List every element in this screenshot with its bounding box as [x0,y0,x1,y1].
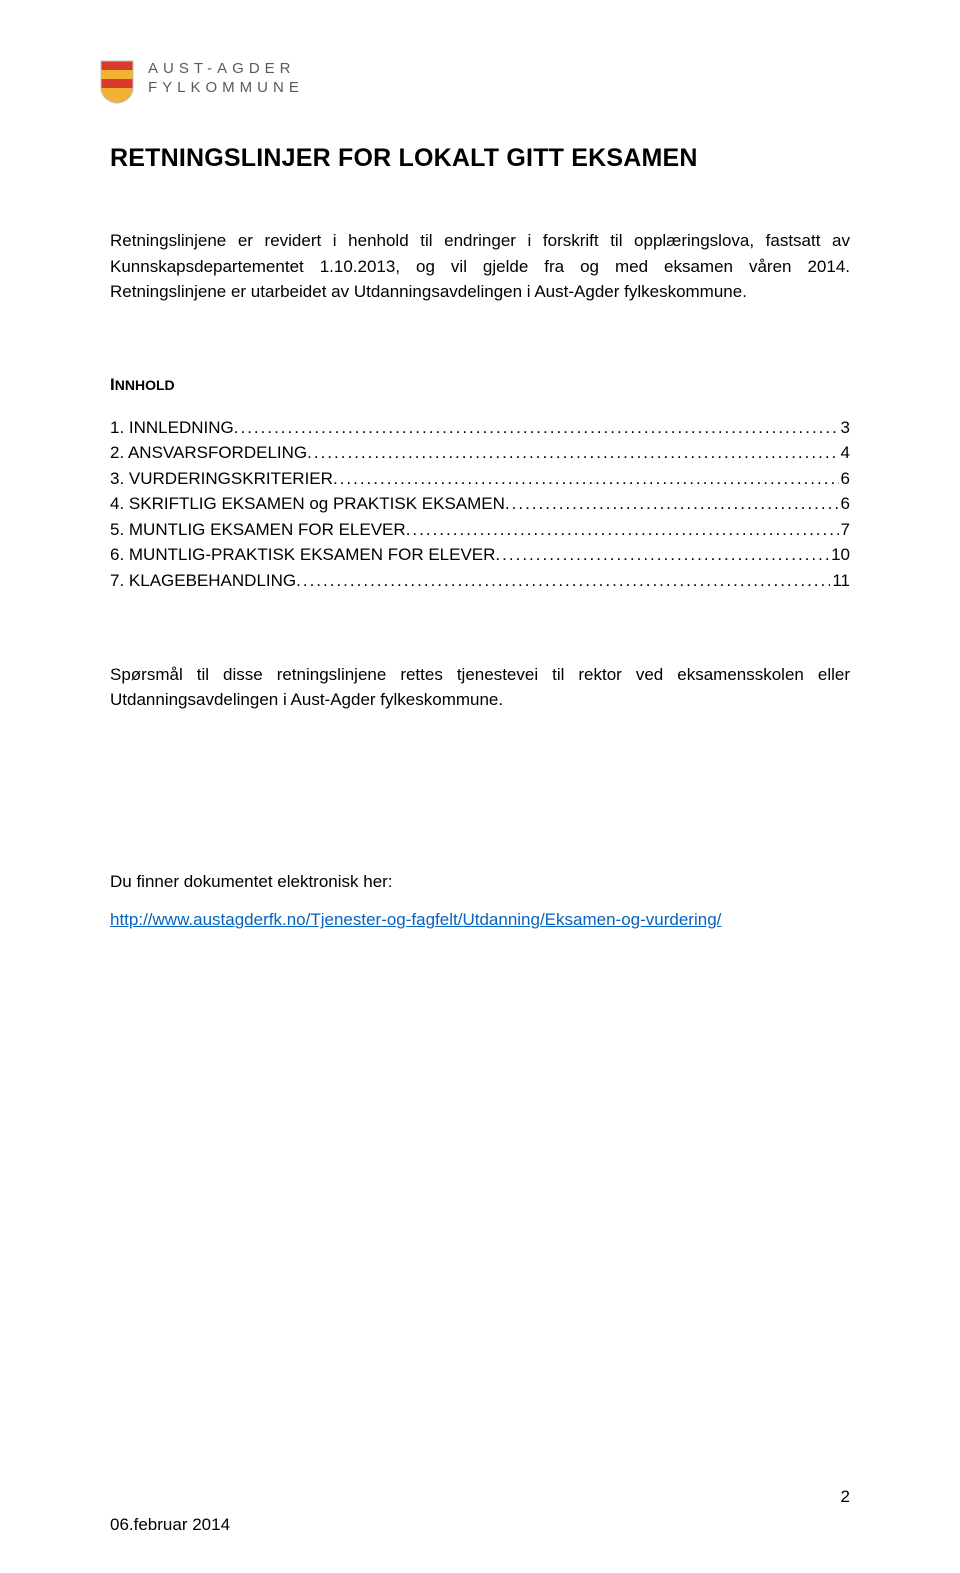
toc-label: 6. MUNTLIG-PRAKTISK EKSAMEN FOR ELEVER [110,542,495,568]
brand-header: AUST-AGDER FYLKOMMUNE [100,60,850,104]
toc-row: 7. KLAGEBEHANDLING 11 [110,568,850,594]
toc-leader [333,466,839,492]
brand-line-1: AUST-AGDER [148,60,304,77]
toc-label: 7. KLAGEBEHANDLING [110,568,296,594]
page-title: RETNINGSLINJER FOR LOKALT GITT EKSAMEN [110,144,850,173]
toc-leader [495,542,829,568]
toc-page: 10 [829,542,850,568]
document-page: AUST-AGDER FYLKOMMUNE RETNINGSLINJER FOR… [0,0,960,1573]
toc: 1. INNLEDNING 3 2. ANSVARSFORDELING 4 3.… [110,415,850,594]
shield-icon [100,60,134,104]
toc-row: 1. INNLEDNING 3 [110,415,850,441]
toc-leader [505,491,839,517]
toc-page: 7 [839,517,850,543]
download-label: Du finner dokumentet elektronisk her: [110,872,850,892]
toc-row: 2. ANSVARSFORDELING 4 [110,440,850,466]
toc-row: 6. MUNTLIG-PRAKTISK EKSAMEN FOR ELEVER 1… [110,542,850,568]
footer: 06.februar 2014 2 [110,1515,850,1535]
download-link[interactable]: http://www.austagderfk.no/Tjenester-og-f… [110,910,721,929]
toc-row: 5. MUNTLIG EKSAMEN FOR ELEVER 7 [110,517,850,543]
toc-label: 3. VURDERINGSKRITERIER [110,466,333,492]
toc-page: 4 [839,440,850,466]
footer-date: 06.februar 2014 [110,1515,230,1535]
contact-paragraph: Spørsmål til disse retningslinjene rette… [110,663,850,712]
toc-page: 11 [830,568,850,594]
toc-heading: INNHOLD [110,375,850,395]
toc-label: 2. ANSVARSFORDELING [110,440,307,466]
brand-text: AUST-AGDER FYLKOMMUNE [148,60,304,96]
intro-paragraph: Retningslinjene er revidert i henhold ti… [110,228,850,305]
toc-label: 4. SKRIFTLIG EKSAMEN og PRAKTISK EKSAMEN [110,491,505,517]
toc-label: 1. INNLEDNING [110,415,234,441]
toc-page: 3 [839,415,850,441]
toc-leader [307,440,838,466]
toc-page: 6 [839,466,850,492]
toc-row: 4. SKRIFTLIG EKSAMEN og PRAKTISK EKSAMEN… [110,491,850,517]
toc-row: 3. VURDERINGSKRITERIER 6 [110,466,850,492]
toc-page: 6 [839,491,850,517]
toc-leader [406,517,839,543]
toc-leader [296,568,830,594]
brand-line-2: FYLKOMMUNE [148,79,304,96]
toc-label: 5. MUNTLIG EKSAMEN FOR ELEVER [110,517,406,543]
toc-leader [234,415,839,441]
footer-page-number: 2 [841,1487,850,1507]
